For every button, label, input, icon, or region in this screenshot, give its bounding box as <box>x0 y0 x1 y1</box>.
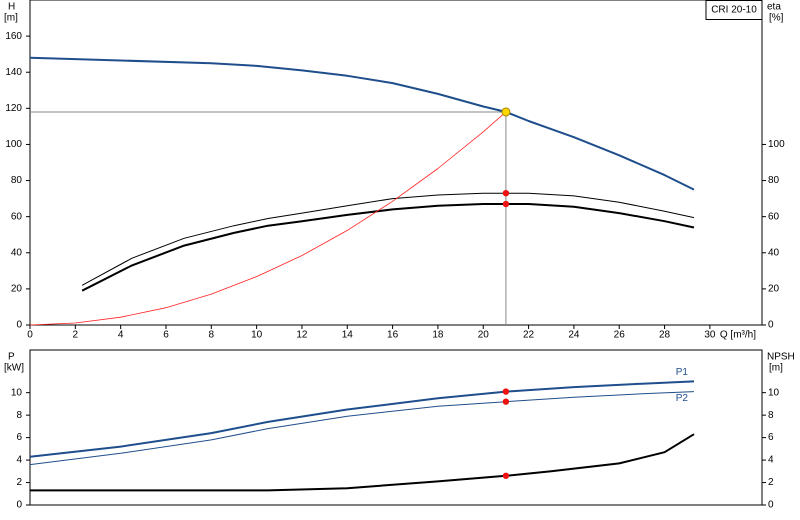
y-tick-label: 100 <box>5 139 22 150</box>
x-tick-label: 18 <box>432 330 444 341</box>
y2-tick-label: 40 <box>768 247 780 258</box>
y2-tick-label: 4 <box>768 455 774 466</box>
duty-point <box>502 200 510 208</box>
curve <box>81 192 695 286</box>
y2-axis-unit: [m] <box>769 363 783 374</box>
y-tick-label: 6 <box>16 432 22 443</box>
product-box <box>705 0 763 20</box>
x-tick-label: 28 <box>659 330 671 341</box>
y-tick-label: 10 <box>11 387 23 398</box>
y-tick-label: 120 <box>5 103 22 114</box>
y-tick-label: 80 <box>11 175 23 186</box>
x-tick-label: 24 <box>568 330 580 341</box>
y2-tick-label: 20 <box>768 284 780 295</box>
x-tick-label: 6 <box>163 330 169 341</box>
x-tick-label: 8 <box>209 330 215 341</box>
x-tick-label: 10 <box>251 330 263 341</box>
duty-point <box>502 388 510 395</box>
y2-tick-label: 2 <box>768 477 774 488</box>
duty-point <box>501 107 511 117</box>
x-tick-label: 20 <box>478 330 490 341</box>
y-tick-label: 40 <box>11 247 23 258</box>
curve <box>29 391 695 466</box>
y2-tick-label: 8 <box>768 410 774 421</box>
y2-tick-label: 80 <box>768 175 780 186</box>
y2-tick-label: 0 <box>768 500 774 511</box>
y-tick-label: 8 <box>16 410 22 421</box>
y2-axis-label: eta <box>767 2 781 13</box>
y-tick-label: 140 <box>5 67 22 78</box>
y-tick-label: 0 <box>16 320 22 331</box>
duty-point <box>502 398 510 405</box>
x-tick-label: 30 <box>704 330 716 341</box>
y-tick-label: 2 <box>16 477 22 488</box>
duty-point <box>502 472 510 479</box>
curve <box>30 433 695 492</box>
y-tick-label: 60 <box>11 211 23 222</box>
curve <box>29 56 695 191</box>
curve <box>29 111 507 326</box>
y-tick-label: 0 <box>16 500 22 511</box>
y2-tick-label: 100 <box>768 139 785 150</box>
plot-frame <box>29 349 763 506</box>
x-axis-label: Q [m³/h] <box>720 330 756 341</box>
y2-tick-label: 6 <box>768 432 774 443</box>
x-tick-label: 12 <box>296 330 308 341</box>
y-axis-unit: [kW] <box>4 363 24 374</box>
plot-frame <box>29 0 763 326</box>
y2-axis-label: NPSH <box>767 352 795 363</box>
y-axis-label: P <box>8 352 15 363</box>
curve-label: P1 <box>676 367 689 378</box>
y-axis-unit: [m] <box>4 13 18 24</box>
x-tick-label: 16 <box>387 330 399 341</box>
y-tick-label: 160 <box>5 31 22 42</box>
curve <box>81 203 695 292</box>
product-label: CRI 20-10 <box>711 5 757 16</box>
x-tick-label: 26 <box>614 330 626 341</box>
y2-tick-label: 0 <box>768 320 774 331</box>
y2-axis-unit: [%] <box>769 13 784 24</box>
y2-tick-label: 10 <box>768 387 780 398</box>
y-tick-label: 20 <box>11 284 23 295</box>
x-tick-label: 2 <box>73 330 79 341</box>
y-axis-label: H <box>8 2 15 13</box>
x-tick-label: 22 <box>523 330 535 341</box>
curve <box>29 380 695 458</box>
y-tick-label: 4 <box>16 455 22 466</box>
x-tick-label: 0 <box>27 330 33 341</box>
x-tick-label: 4 <box>118 330 124 341</box>
curve-label: P2 <box>676 393 689 404</box>
x-tick-label: 14 <box>342 330 354 341</box>
duty-point <box>502 189 510 197</box>
y2-tick-label: 60 <box>768 211 780 222</box>
